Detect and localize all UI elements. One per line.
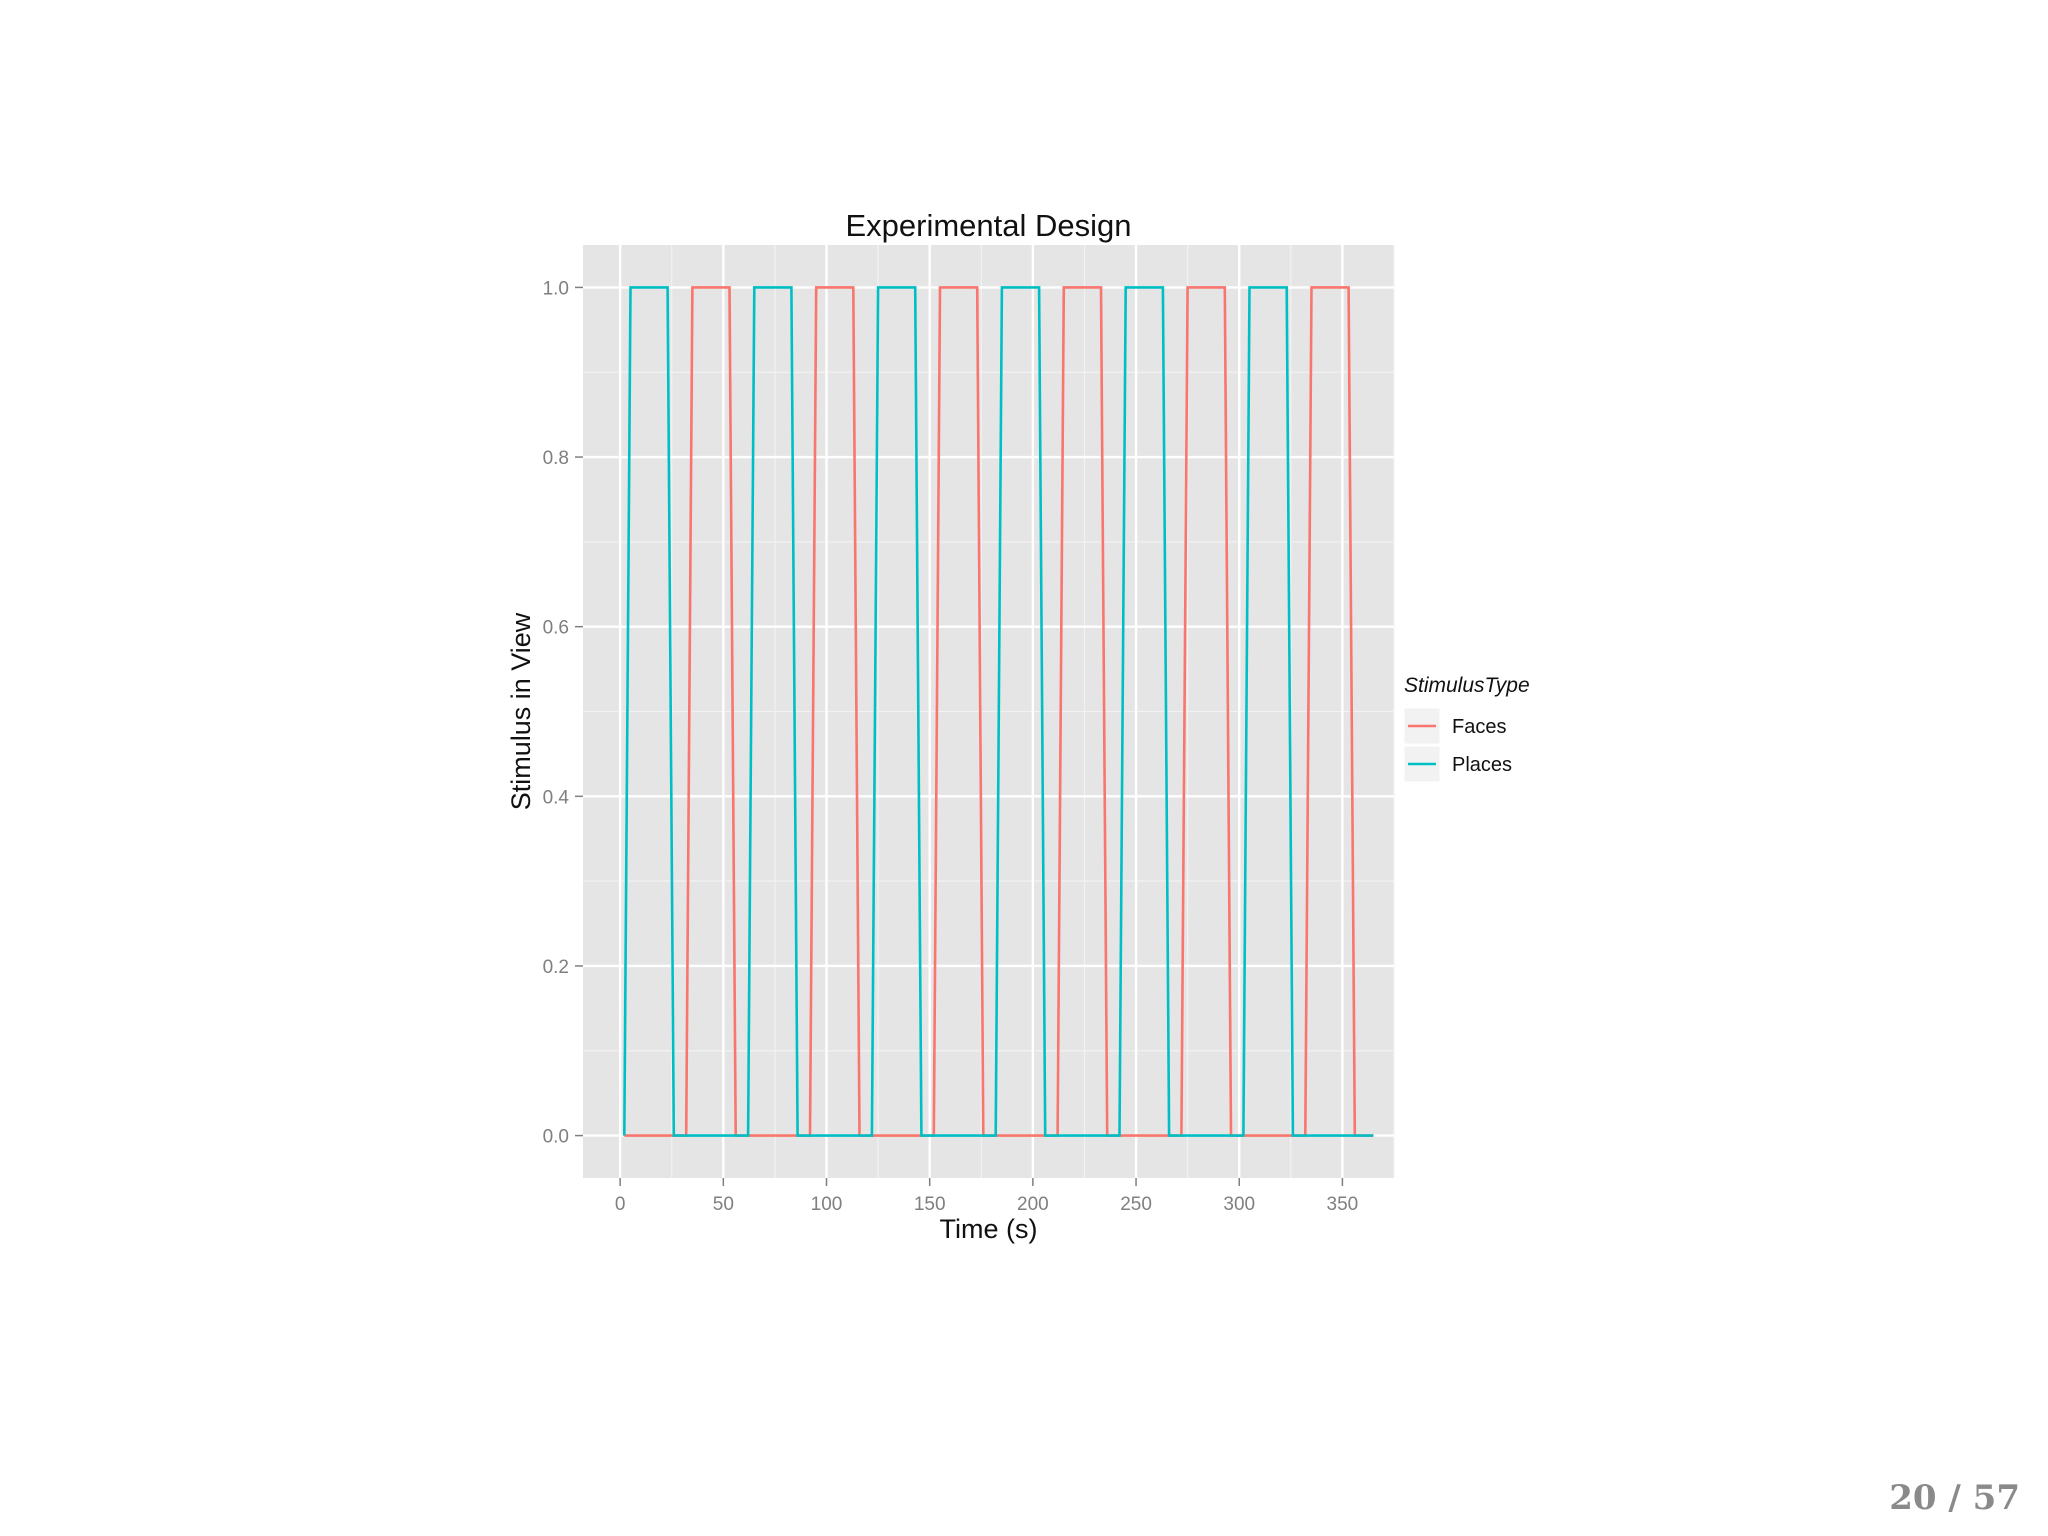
x-tick-label: 100 — [811, 1194, 843, 1215]
x-tick-label: 150 — [914, 1194, 946, 1215]
legend-label-faces: Faces — [1452, 716, 1506, 738]
y-tick-label: 0.0 — [543, 1127, 569, 1148]
x-tick-label: 350 — [1327, 1194, 1359, 1215]
y-tick-label: 1.0 — [543, 278, 569, 299]
y-tick-label: 0.4 — [543, 787, 570, 808]
x-axis-label: Time (s) — [940, 1214, 1038, 1244]
legend-label-places: Places — [1452, 754, 1512, 776]
x-tick-label: 300 — [1223, 1194, 1255, 1215]
y-tick-label: 0.8 — [543, 448, 569, 469]
y-tick-label: 0.2 — [543, 957, 569, 978]
page-number: 20 / 57 — [1889, 1478, 2020, 1518]
x-tick-label: 0 — [615, 1194, 626, 1215]
y-axis-label: Stimulus in View — [506, 612, 536, 810]
chart-title: Experimental Design — [845, 208, 1131, 243]
x-tick-label: 200 — [1017, 1194, 1049, 1215]
series-line-places — [623, 286, 1374, 1137]
y-tick-label: 0.6 — [543, 618, 569, 639]
x-tick-label: 50 — [713, 1194, 734, 1215]
legend-title: StimulusType — [1404, 674, 1530, 697]
x-tick-label: 250 — [1120, 1194, 1152, 1215]
